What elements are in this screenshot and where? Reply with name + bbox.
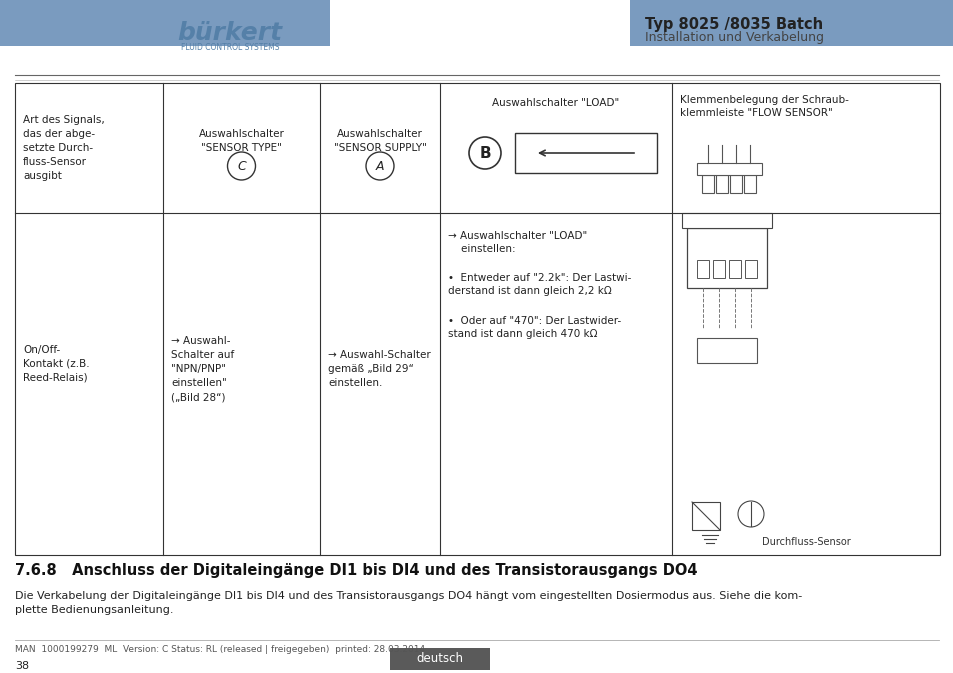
Bar bbox=[681, 213, 771, 228]
Text: Auswahlschalter "LOAD": Auswahlschalter "LOAD" bbox=[492, 98, 619, 108]
Bar bbox=[212, 20, 230, 22]
Text: Die Verkabelung der Digitaleingänge DI1 bis DI4 und des Transistorausgangs DO4 h: Die Verkabelung der Digitaleingänge DI1 … bbox=[15, 591, 801, 615]
Text: B: B bbox=[478, 145, 490, 160]
Text: bürkert: bürkert bbox=[177, 21, 282, 45]
Bar bbox=[629, 0, 953, 46]
Bar bbox=[515, 133, 657, 173]
Bar bbox=[701, 175, 713, 193]
Text: •  Oder auf "470": Der Lastwider-
stand ist dann gleich 470 kΩ: • Oder auf "470": Der Lastwider- stand i… bbox=[448, 316, 620, 339]
Text: Klemmenbelegung der Schraub-
klemmleiste "FLOW SENSOR": Klemmenbelegung der Schraub- klemmleiste… bbox=[679, 95, 848, 118]
Text: Installation und Verkabelung: Installation und Verkabelung bbox=[644, 32, 823, 44]
Text: deutsch: deutsch bbox=[416, 653, 463, 666]
Text: → Auswahl-Schalter
gemäß „Bild 29“
einstellen.: → Auswahl-Schalter gemäß „Bild 29“ einst… bbox=[328, 350, 431, 388]
Bar bbox=[744, 260, 757, 278]
Bar bbox=[729, 175, 741, 193]
Text: → Auswahlschalter "LOAD"
    einstellen:: → Auswahlschalter "LOAD" einstellen: bbox=[448, 231, 587, 254]
Bar bbox=[222, 20, 230, 22]
Bar bbox=[691, 502, 720, 530]
Bar bbox=[743, 175, 755, 193]
Bar bbox=[0, 0, 330, 46]
Text: → Auswahl-
Schalter auf
"NPN/PNP"
einstellen"
(„Bild 28“): → Auswahl- Schalter auf "NPN/PNP" einste… bbox=[171, 336, 234, 402]
Text: 38: 38 bbox=[15, 661, 30, 671]
Text: Art des Signals,
das der abge-
setzte Durch-
fluss-Sensor
ausgibt: Art des Signals, das der abge- setzte Du… bbox=[23, 115, 105, 181]
Bar bbox=[712, 260, 724, 278]
Text: Durchfluss-Sensor: Durchfluss-Sensor bbox=[760, 537, 849, 547]
Text: A: A bbox=[375, 160, 384, 172]
Text: Auswahlschalter
"SENSOR TYPE": Auswahlschalter "SENSOR TYPE" bbox=[198, 129, 284, 167]
Bar bbox=[390, 648, 490, 670]
Bar bbox=[697, 260, 708, 278]
Text: FLUID CONTROL SYSTEMS: FLUID CONTROL SYSTEMS bbox=[180, 44, 279, 52]
Bar bbox=[728, 260, 740, 278]
Text: Auswahlschalter
"SENSOR SUPPLY": Auswahlschalter "SENSOR SUPPLY" bbox=[334, 129, 426, 167]
Text: C: C bbox=[237, 160, 246, 172]
Text: MAN  1000199279  ML  Version: C Status: RL (released | freigegeben)  printed: 28: MAN 1000199279 ML Version: C Status: RL … bbox=[15, 645, 425, 654]
Text: 7.6.8   Anschluss der Digitaleingänge DI1 bis DI4 und des Transistorausgangs DO4: 7.6.8 Anschluss der Digitaleingänge DI1 … bbox=[15, 563, 697, 578]
Text: •  Entweder auf "2.2k": Der Lastwi-
derstand ist dann gleich 2,2 kΩ: • Entweder auf "2.2k": Der Lastwi- derst… bbox=[448, 273, 631, 296]
Bar bbox=[686, 228, 766, 288]
Bar bbox=[15, 83, 939, 555]
Bar bbox=[697, 338, 757, 363]
Text: On/Off-
Kontakt (z.B.
Reed-Relais): On/Off- Kontakt (z.B. Reed-Relais) bbox=[23, 345, 90, 383]
Bar bbox=[716, 175, 727, 193]
Text: Typ 8025 /8035 Batch: Typ 8025 /8035 Batch bbox=[644, 17, 822, 32]
Bar bbox=[697, 163, 761, 175]
Bar bbox=[202, 20, 210, 22]
